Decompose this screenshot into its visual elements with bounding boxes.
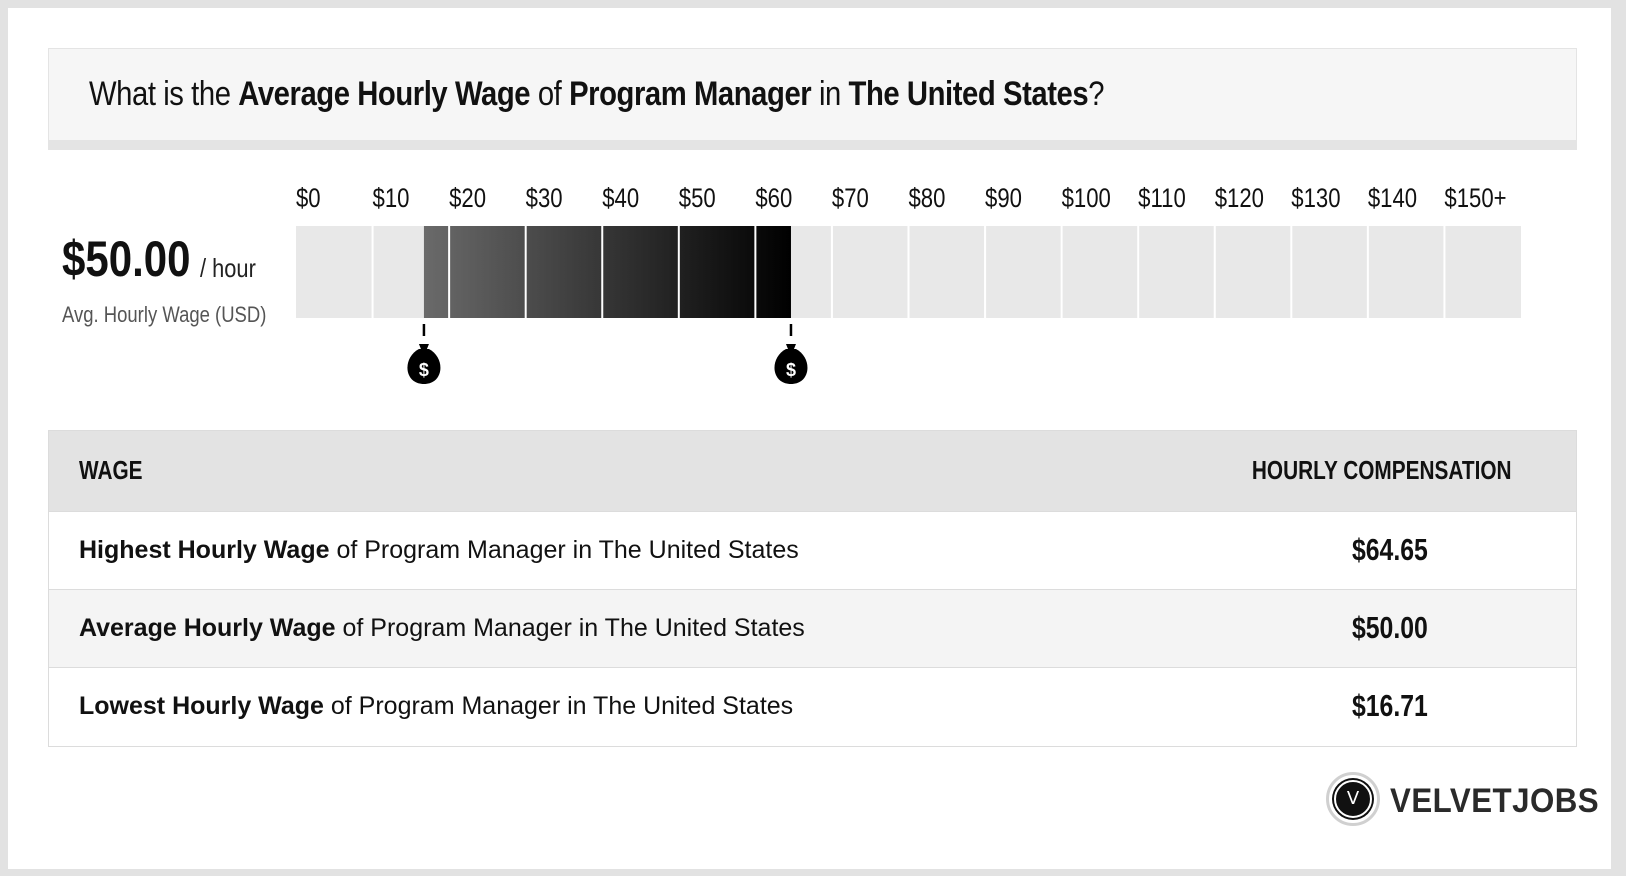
tick-label: $80: [909, 184, 946, 214]
marker-symbol: $: [419, 360, 429, 380]
tick-label: $140: [1368, 184, 1417, 214]
table-header: WAGE HOURLY COMPENSATION: [49, 431, 1576, 511]
tick-label: $50: [679, 184, 716, 214]
wage-range-chart: $0 $10 $20 $30 $40 $50 $60 $70 $80 $90 $100 $110 $12…: [296, 184, 1521, 384]
column-header-compensation: HOURLY COMPENSATION: [1252, 455, 1512, 485]
tick-label: $100: [1062, 184, 1111, 214]
table-row-average: Average Hourly Wage of Program Manager i…: [49, 589, 1576, 667]
row-value: $64.65: [1352, 532, 1428, 567]
velvetjobs-logo: V VELVETJOBS: [1326, 772, 1599, 828]
row-value: $50.00: [1352, 610, 1428, 645]
row-label: Lowest Hourly Wage of Program Manager in…: [79, 692, 794, 720]
tick-label: $70: [832, 184, 869, 214]
tick-label: $30: [526, 184, 563, 214]
average-wage-unit: / hour: [200, 253, 256, 283]
money-bag-icon: $: [407, 344, 441, 384]
tick-label: $110: [1138, 184, 1186, 214]
logo-wordmark: VELVETJOBS: [1390, 782, 1600, 820]
wage-range-bar: [423, 226, 791, 318]
average-wage-value: $50.00: [62, 231, 191, 287]
column-header-wage: WAGE: [79, 455, 143, 485]
row-value: $16.71: [1352, 688, 1428, 723]
average-wage-caption: Avg. Hourly Wage (USD): [62, 302, 267, 327]
table-row-highest: Highest Hourly Wage of Program Manager i…: [49, 511, 1576, 589]
tick-label: $10: [373, 184, 410, 214]
tick-label: $90: [985, 184, 1022, 214]
question-header: What is the Average Hourly Wage of Progr…: [48, 48, 1577, 150]
tick-label: $130: [1291, 184, 1340, 214]
logo-v-icon: V: [1334, 780, 1372, 818]
money-bag-icon: $: [774, 344, 808, 384]
row-label: Highest Hourly Wage of Program Manager i…: [79, 536, 799, 564]
high-wage-marker: $: [774, 324, 808, 384]
table-row-lowest: Lowest Hourly Wage of Program Manager in…: [49, 667, 1576, 745]
tick-label: $40: [602, 184, 639, 214]
tick-label: $150+: [1444, 184, 1506, 214]
low-wage-marker: $: [407, 324, 441, 384]
row-label: Average Hourly Wage of Program Manager i…: [79, 614, 805, 642]
tick-label: $20: [449, 184, 486, 214]
marker-symbol: $: [786, 360, 796, 380]
question-title: What is the Average Hourly Wage of Progr…: [89, 75, 1105, 113]
tick-label: $120: [1215, 184, 1264, 214]
wage-card: What is the Average Hourly Wage of Progr…: [8, 8, 1611, 869]
tick-label: $0: [296, 184, 321, 214]
tick-label: $60: [755, 184, 792, 214]
logo-badge: V: [1326, 772, 1380, 826]
wage-table: WAGE HOURLY COMPENSATION Highest Hourly …: [48, 430, 1577, 747]
